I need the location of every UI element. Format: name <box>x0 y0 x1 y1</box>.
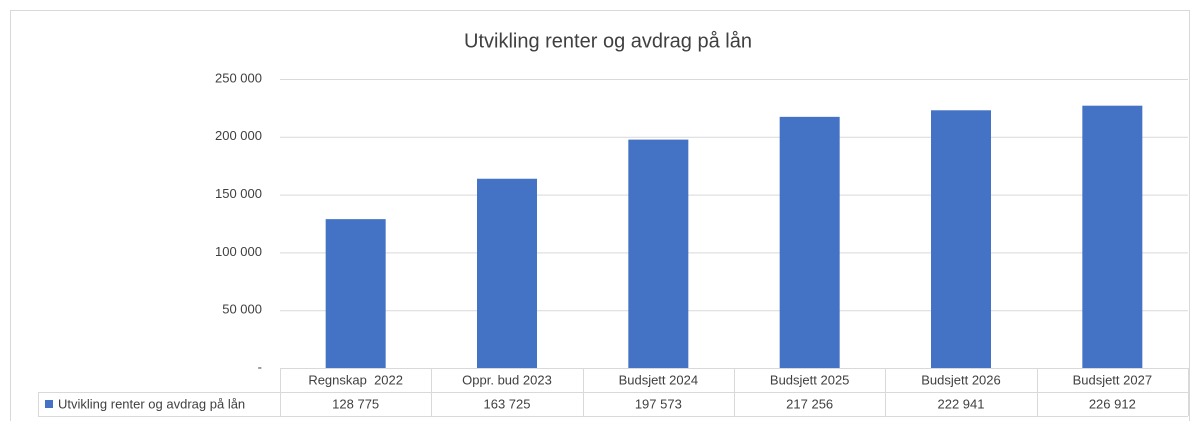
y-tick-label: 200 000 <box>215 128 262 143</box>
x-tick-label: Budsjett 2025 <box>770 372 850 387</box>
y-tick-label: - <box>258 359 262 374</box>
y-tick-label: 250 000 <box>215 70 262 85</box>
table-value: 197 573 <box>635 396 682 411</box>
bar <box>628 139 689 368</box>
x-tick-label: Oppr. bud 2023 <box>462 372 552 387</box>
table-value: 163 725 <box>484 396 531 411</box>
table-value: 128 775 <box>332 396 379 411</box>
x-tick-label: Budsjett 2026 <box>921 372 1001 387</box>
bar <box>779 116 840 368</box>
bar <box>325 219 386 368</box>
y-tick-label: 100 000 <box>215 244 262 259</box>
chart-title: Utvikling renter og avdrag på lån <box>464 30 752 52</box>
x-tick-label: Budsjett 2024 <box>619 372 699 387</box>
y-tick-label: 50 000 <box>222 302 262 317</box>
bar <box>931 110 991 368</box>
table-value: 226 912 <box>1089 396 1136 411</box>
legend-key <box>45 400 53 408</box>
x-tick-label: Regnskap 2022 <box>308 372 403 387</box>
bar <box>477 178 537 368</box>
chart-border <box>10 10 1190 421</box>
bar <box>1082 105 1143 368</box>
y-tick-label: 150 000 <box>215 186 262 201</box>
table-value: 217 256 <box>786 396 833 411</box>
legend-label: Utvikling renter og avdrag på lån <box>58 396 245 411</box>
table-value: 222 941 <box>938 396 985 411</box>
x-tick-label: Budsjett 2027 <box>1073 372 1153 387</box>
